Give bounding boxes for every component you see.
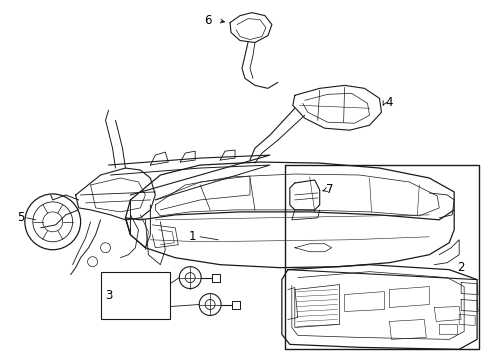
Text: 3: 3 [105, 289, 112, 302]
Text: 5: 5 [17, 211, 24, 224]
Text: 2: 2 [457, 261, 465, 274]
Bar [100, 272, 171, 319]
Text: 4: 4 [386, 96, 393, 109]
Text: 1: 1 [189, 230, 196, 243]
Text: 6: 6 [204, 14, 212, 27]
Text: 7: 7 [326, 184, 333, 197]
